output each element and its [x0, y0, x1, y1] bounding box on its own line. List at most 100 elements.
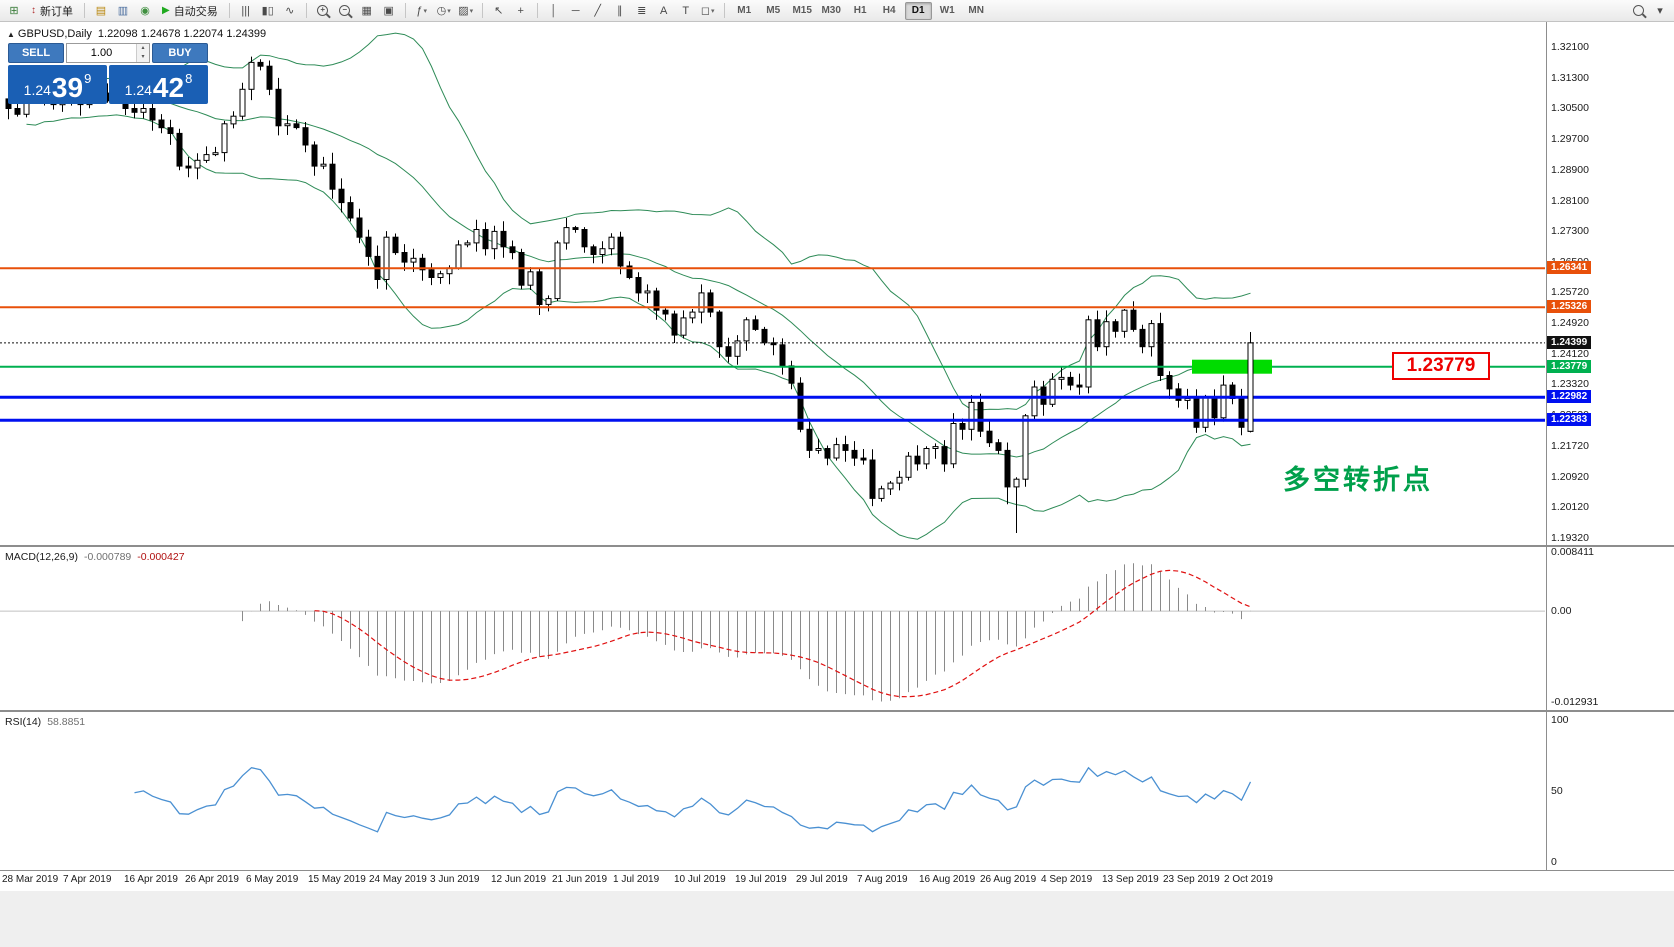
price-tick-label: 1.24120	[1551, 348, 1589, 360]
market-watch-icon[interactable]: ▤	[95, 5, 107, 17]
toolbar-separator	[228, 3, 230, 18]
volume-input[interactable]	[67, 44, 136, 62]
panel-splitter[interactable]	[0, 710, 1674, 712]
bar-chart-icon[interactable]: |||	[241, 4, 250, 17]
symbol-label: GBPUSD,Daily	[17, 28, 92, 40]
indicators-icon[interactable]: ƒ ▾	[416, 4, 428, 17]
ohlc-values: 1.22098 1.24678 1.22074 1.24399	[97, 28, 267, 40]
date-tick-label: 19 Jul 2019	[735, 874, 787, 885]
panel-splitter[interactable]	[0, 545, 1674, 547]
date-tick-label: 3 Jun 2019	[430, 874, 480, 885]
new-chart-icon[interactable]: ⊞	[9, 5, 19, 17]
price-tick-label: 1.19320	[1551, 532, 1589, 544]
rsi-tick-label: 100	[1551, 714, 1569, 726]
price-marker-label: 1.23779	[1547, 360, 1592, 373]
rsi-label: RSI(14) 58.8851	[5, 716, 86, 728]
date-tick-label: 26 Aug 2019	[980, 874, 1037, 885]
price-tick-label: 1.27300	[1551, 225, 1589, 237]
buy-price-display[interactable]: 1.24 42 8	[109, 65, 208, 104]
crosshair-icon[interactable]: +	[517, 4, 524, 17]
date-tick-label: 24 May 2019	[369, 874, 427, 885]
buy-button[interactable]: BUY	[152, 43, 208, 63]
toolbar: ⊞ ↕ 新订单 ▤ ▥ ◉ ▶ 自动交易 ||| ▮▯ ∿ + − ▦ ▣ ƒ ▾ ◷ ▾ ▨ ▾ ↖ + │ ─ ╱ ∥ ≣ A T ◻ ▾…	[0, 0, 1674, 22]
rsi-panel[interactable]: RSI(14) 58.8851	[0, 712, 1545, 870]
expand-arrow-icon[interactable]: ▲	[7, 30, 15, 39]
strategy-navigator-icon[interactable]: ◉	[140, 5, 150, 17]
zoom-out-icon[interactable]: −	[335, 2, 355, 19]
timeframe-m15[interactable]: M15	[792, 5, 812, 16]
toolbar-separator	[404, 3, 406, 18]
price-alert-label[interactable]: 1.23779	[1392, 352, 1490, 380]
grid-icon[interactable]: ▦	[361, 5, 372, 17]
new-order-button-label: 新订单	[40, 5, 73, 18]
text-icon[interactable]: A	[660, 4, 668, 17]
macd-panel[interactable]: MACD(12,26,9) -0.000789 -0.000427	[0, 547, 1545, 710]
price-tick-label: 1.20920	[1551, 471, 1589, 483]
timeframe-h1[interactable]: H1	[853, 5, 867, 16]
date-tick-label: 10 Jul 2019	[674, 874, 726, 885]
sell-button[interactable]: SELL	[8, 43, 64, 63]
cursor-icon[interactable]: ↖	[494, 5, 504, 17]
label-icon[interactable]: T	[682, 4, 690, 17]
date-tick-label: 28 Mar 2019	[2, 874, 59, 885]
zoom-in-icon[interactable]: +	[313, 2, 333, 19]
macd-tick-label: -0.012931	[1551, 696, 1599, 708]
volume-decrease-button[interactable]: ▾	[137, 53, 149, 62]
price-marker-label: 1.22982	[1547, 390, 1592, 403]
price-chart-panel[interactable]: ▲ GBPUSD,Daily 1.22098 1.24678 1.22074 1.2…	[0, 22, 1545, 545]
vertical-line-icon[interactable]: │	[550, 4, 558, 17]
price-marker-label: 1.22383	[1547, 413, 1592, 426]
timeframe-h4[interactable]: H4	[882, 5, 896, 16]
auto-trading-button[interactable]: ▶ 自动交易	[157, 2, 223, 20]
auto-scroll-icon[interactable]: ▣	[383, 5, 394, 17]
date-tick-label: 13 Sep 2019	[1102, 874, 1159, 885]
chevron-down-icon[interactable]: ▾	[1657, 5, 1663, 17]
equidistant-channel-icon[interactable]: ∥	[616, 5, 623, 17]
new-order-icon: ↕	[31, 5, 36, 16]
timeframe-m1[interactable]: M1	[737, 5, 752, 16]
macd-tick-label: 0.008411	[1551, 546, 1595, 558]
shapes-icon[interactable]: ◻ ▾	[700, 5, 715, 17]
price-tick-label: 1.30500	[1551, 102, 1589, 114]
toolbar-separator	[536, 3, 538, 18]
horizontal-line-icon[interactable]: ─	[571, 4, 580, 17]
date-tick-label: 4 Sep 2019	[1041, 874, 1093, 885]
date-tick-label: 26 Apr 2019	[185, 874, 239, 885]
date-tick-label: 16 Apr 2019	[124, 874, 178, 885]
timeframe-mn[interactable]: MN	[968, 5, 984, 16]
turning-point-annotation[interactable]: 多空转折点	[1283, 465, 1433, 495]
line-chart-icon[interactable]: ∿	[285, 5, 295, 17]
price-tick-label: 1.25720	[1551, 286, 1589, 298]
periods-icon[interactable]: ◷ ▾	[436, 5, 451, 17]
chart-info-line: ▲ GBPUSD,Daily 1.22098 1.24678 1.22074 1.2…	[7, 28, 266, 40]
templates-icon[interactable]: ▨ ▾	[458, 5, 474, 17]
new-order-button[interactable]: ↕ 新订单	[26, 2, 78, 20]
fibonacci-icon[interactable]: ≣	[637, 5, 647, 17]
auto-trading-icon: ▶	[162, 5, 170, 16]
rsi-chart	[134, 766, 1252, 833]
timeframe-m5[interactable]: M5	[766, 5, 781, 16]
price-marker-label: 1.25326	[1547, 300, 1592, 313]
search-icon[interactable]	[1628, 2, 1648, 19]
timeframe-m30[interactable]: M30	[821, 5, 841, 16]
timeframe-w1[interactable]: W1	[939, 5, 955, 16]
date-tick-label: 29 Jul 2019	[796, 874, 848, 885]
price-marker-label: 1.26341	[1547, 261, 1592, 274]
toolbar-separator	[84, 3, 85, 18]
sell-price-display[interactable]: 1.24 39 9	[8, 65, 107, 104]
toolbar-separator	[305, 3, 307, 18]
volume-increase-button[interactable]: ▴	[137, 44, 149, 53]
volume-field: ▴ ▾	[66, 43, 150, 63]
price-tick-label: 1.23320	[1551, 378, 1589, 390]
date-tick-label: 21 Jun 2019	[552, 874, 608, 885]
volume-spinner: ▴ ▾	[136, 44, 149, 62]
price-axis[interactable]: 1.32100 1.31300 1.30500 1.29700 1.28900 1.281…	[1546, 22, 1674, 870]
trendline-icon[interactable]: ╱	[594, 5, 602, 17]
data-window-icon[interactable]: ▥	[117, 5, 129, 17]
candlestick-chart-icon[interactable]: ▮▯	[261, 5, 274, 17]
timeframe-d1[interactable]: D1	[904, 1, 932, 20]
macd-chart	[0, 563, 1545, 702]
time-axis[interactable]: 28 Mar 2019 7 Apr 2019 16 Apr 2019 26 Apr 2…	[0, 871, 1674, 891]
date-tick-label: 6 May 2019	[246, 874, 299, 885]
